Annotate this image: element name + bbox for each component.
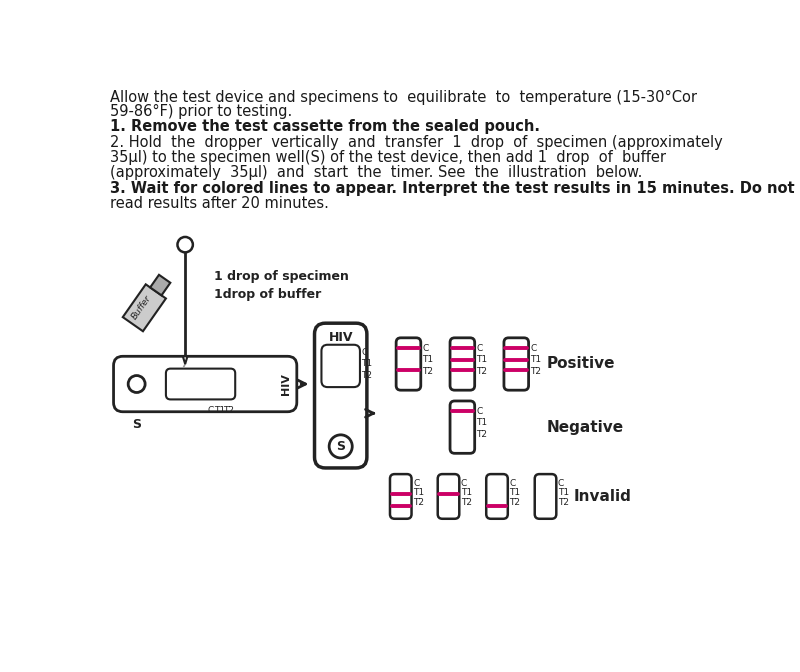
Text: C: C xyxy=(510,478,515,488)
Text: C: C xyxy=(208,406,214,415)
Text: S: S xyxy=(336,440,346,453)
Polygon shape xyxy=(150,275,170,296)
Text: 1 drop of specimen: 1 drop of specimen xyxy=(214,271,349,284)
Polygon shape xyxy=(183,356,187,364)
FancyBboxPatch shape xyxy=(534,474,556,519)
Polygon shape xyxy=(122,284,166,331)
Text: Positive: Positive xyxy=(547,357,615,372)
Text: 59-86°F) prior to testing.: 59-86°F) prior to testing. xyxy=(110,103,292,119)
Text: C: C xyxy=(362,348,368,357)
Text: T2: T2 xyxy=(362,371,373,380)
Circle shape xyxy=(178,237,193,253)
Text: Invalid: Invalid xyxy=(574,489,631,504)
Text: T1: T1 xyxy=(476,355,487,364)
Text: 1. Remove the test cassette from the sealed pouch.: 1. Remove the test cassette from the sea… xyxy=(110,119,540,134)
Text: HIV: HIV xyxy=(281,373,291,395)
Text: S: S xyxy=(132,418,141,431)
Text: (approximately  35μl)  and  start  the  timer. See  the  illustration  below.: (approximately 35μl) and start the timer… xyxy=(110,165,642,180)
Text: T1: T1 xyxy=(510,489,521,497)
Text: 1drop of buffer: 1drop of buffer xyxy=(214,288,321,301)
Text: Negative: Negative xyxy=(547,419,624,435)
Text: HIV: HIV xyxy=(329,331,353,343)
Text: T1: T1 xyxy=(422,355,434,364)
Text: C: C xyxy=(476,344,482,353)
FancyBboxPatch shape xyxy=(450,401,474,454)
FancyBboxPatch shape xyxy=(114,356,297,412)
FancyBboxPatch shape xyxy=(504,338,529,390)
Text: read results after 20 minutes.: read results after 20 minutes. xyxy=(110,196,329,211)
Text: T2: T2 xyxy=(510,498,520,507)
FancyBboxPatch shape xyxy=(438,474,459,519)
Text: T2: T2 xyxy=(223,406,234,415)
Text: T2: T2 xyxy=(422,367,434,376)
FancyBboxPatch shape xyxy=(396,338,421,390)
Circle shape xyxy=(128,376,145,392)
FancyBboxPatch shape xyxy=(390,474,411,519)
Text: T1: T1 xyxy=(476,419,487,427)
Text: C: C xyxy=(461,478,467,488)
Text: T1: T1 xyxy=(214,406,226,415)
Text: T1: T1 xyxy=(362,360,373,368)
Text: T1: T1 xyxy=(530,355,542,364)
FancyBboxPatch shape xyxy=(314,323,367,468)
Text: T1: T1 xyxy=(413,489,424,497)
FancyBboxPatch shape xyxy=(450,338,474,390)
Text: 35μl) to the specimen well(S) of the test device, then add 1  drop  of  buffer: 35μl) to the specimen well(S) of the tes… xyxy=(110,150,666,165)
Text: T2: T2 xyxy=(476,367,487,376)
Text: C: C xyxy=(558,478,564,488)
FancyBboxPatch shape xyxy=(322,345,360,387)
Text: T2: T2 xyxy=(413,498,424,507)
Text: C: C xyxy=(422,344,429,353)
Text: Buffer: Buffer xyxy=(130,294,153,322)
FancyBboxPatch shape xyxy=(166,369,235,399)
Text: T1: T1 xyxy=(461,489,472,497)
Text: C: C xyxy=(476,407,482,416)
Text: 3. Wait for colored lines to appear. Interpret the test results in 15 minutes. D: 3. Wait for colored lines to appear. Int… xyxy=(110,181,794,196)
Text: T2: T2 xyxy=(558,498,569,507)
Text: T1: T1 xyxy=(558,489,569,497)
Text: C: C xyxy=(530,344,536,353)
Text: T2: T2 xyxy=(476,430,487,439)
Text: C: C xyxy=(413,478,419,488)
Circle shape xyxy=(329,435,352,458)
FancyBboxPatch shape xyxy=(486,474,508,519)
Text: T2: T2 xyxy=(530,367,541,376)
Text: 2. Hold  the  dropper  vertically  and  transfer  1  drop  of  specimen (approxi: 2. Hold the dropper vertically and trans… xyxy=(110,134,722,150)
Text: Allow the test device and specimens to  equilibrate  to  temperature (15-30°Cor: Allow the test device and specimens to e… xyxy=(110,90,697,105)
Text: T2: T2 xyxy=(461,498,472,507)
